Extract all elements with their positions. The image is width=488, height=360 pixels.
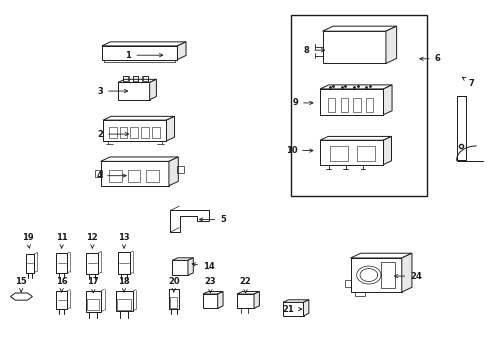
- Bar: [237, 294, 253, 309]
- Text: 22: 22: [239, 277, 251, 293]
- Bar: [170, 297, 177, 308]
- Bar: [25, 254, 34, 273]
- Bar: [456, 96, 466, 160]
- Text: 12: 12: [86, 233, 98, 248]
- Polygon shape: [177, 42, 185, 59]
- Bar: [141, 127, 149, 138]
- Bar: [133, 76, 138, 81]
- Text: 20: 20: [168, 277, 179, 292]
- Bar: [365, 98, 372, 112]
- Text: 23: 23: [204, 277, 216, 293]
- Polygon shape: [283, 300, 308, 302]
- Text: 18: 18: [118, 277, 130, 292]
- Text: 5: 5: [199, 215, 225, 224]
- Bar: [123, 76, 128, 81]
- Polygon shape: [101, 157, 178, 161]
- Text: 8: 8: [303, 46, 324, 55]
- Text: 15: 15: [15, 277, 27, 292]
- Bar: [142, 76, 147, 81]
- Bar: [142, 76, 148, 82]
- Text: 10: 10: [285, 146, 312, 155]
- Polygon shape: [401, 253, 411, 292]
- Text: 16: 16: [56, 277, 67, 292]
- Bar: [168, 289, 178, 309]
- Bar: [118, 82, 149, 100]
- Bar: [132, 76, 138, 82]
- Bar: [356, 147, 374, 161]
- Bar: [355, 292, 365, 296]
- Bar: [120, 127, 127, 138]
- Bar: [85, 291, 101, 312]
- Text: 17: 17: [87, 277, 99, 293]
- Text: 7: 7: [461, 77, 473, 88]
- Polygon shape: [237, 292, 259, 294]
- Polygon shape: [217, 292, 223, 309]
- Polygon shape: [385, 26, 396, 63]
- Bar: [320, 89, 383, 115]
- Text: 19: 19: [21, 233, 33, 248]
- Bar: [95, 170, 102, 177]
- Bar: [117, 299, 130, 310]
- Text: 1: 1: [125, 51, 163, 60]
- Bar: [329, 147, 347, 161]
- Text: 24: 24: [394, 271, 421, 280]
- Bar: [340, 98, 347, 112]
- Bar: [109, 127, 117, 138]
- Bar: [322, 31, 385, 63]
- Bar: [122, 76, 128, 82]
- Polygon shape: [103, 116, 174, 120]
- Bar: [118, 252, 130, 274]
- Polygon shape: [149, 79, 156, 100]
- Bar: [115, 291, 132, 311]
- Polygon shape: [383, 85, 391, 115]
- Bar: [152, 127, 159, 138]
- Text: 13: 13: [118, 233, 130, 248]
- Polygon shape: [320, 136, 391, 140]
- Bar: [103, 120, 166, 141]
- Bar: [283, 302, 303, 316]
- Polygon shape: [172, 258, 193, 260]
- Polygon shape: [350, 253, 411, 258]
- Text: 4: 4: [96, 171, 126, 180]
- Polygon shape: [187, 258, 193, 275]
- Bar: [101, 161, 168, 186]
- Text: 21: 21: [282, 305, 301, 314]
- Bar: [327, 98, 334, 112]
- Bar: [86, 253, 98, 274]
- Polygon shape: [166, 116, 174, 141]
- Bar: [128, 170, 140, 182]
- Bar: [352, 98, 360, 112]
- Bar: [102, 46, 177, 59]
- Bar: [146, 170, 158, 182]
- Polygon shape: [303, 300, 308, 316]
- Polygon shape: [102, 42, 185, 46]
- Bar: [380, 262, 394, 288]
- Text: 3: 3: [97, 86, 127, 95]
- Bar: [350, 258, 401, 292]
- Bar: [109, 170, 122, 182]
- Polygon shape: [383, 136, 391, 165]
- Bar: [56, 291, 67, 309]
- Bar: [203, 294, 217, 309]
- Bar: [87, 299, 99, 310]
- Text: 9: 9: [292, 98, 312, 107]
- Bar: [56, 253, 67, 273]
- Bar: [344, 280, 350, 287]
- Polygon shape: [203, 292, 223, 294]
- Polygon shape: [168, 157, 178, 186]
- Text: 11: 11: [56, 233, 67, 248]
- Bar: [130, 127, 138, 138]
- Text: 14: 14: [192, 262, 214, 271]
- Bar: [177, 166, 184, 173]
- Polygon shape: [118, 79, 156, 82]
- Polygon shape: [320, 85, 391, 89]
- Bar: [172, 260, 187, 275]
- Text: 2: 2: [97, 130, 128, 139]
- Polygon shape: [322, 26, 396, 31]
- Bar: [290, 15, 427, 196]
- Polygon shape: [253, 292, 259, 309]
- Text: 6: 6: [419, 54, 440, 63]
- Bar: [320, 140, 383, 165]
